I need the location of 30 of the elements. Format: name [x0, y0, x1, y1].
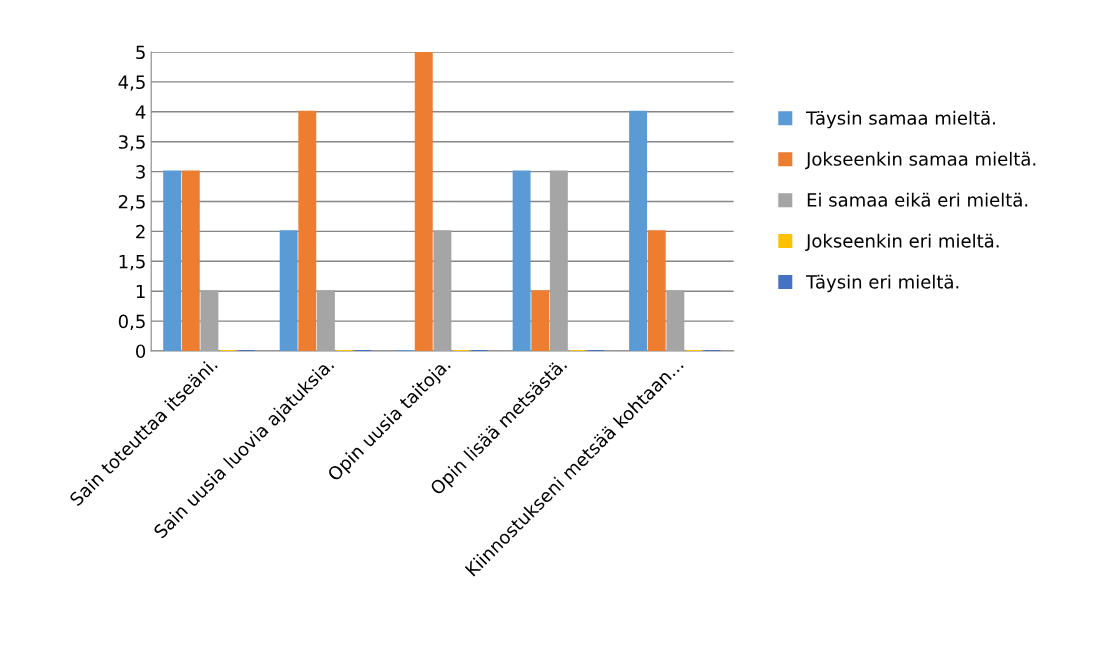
legend-label: Ei samaa eikä eri mieltä.: [807, 192, 1028, 207]
y-tick-label: 5: [136, 45, 145, 60]
bar: [531, 290, 550, 351]
bar: [629, 110, 648, 351]
y-tick-label: 1,5: [119, 255, 145, 271]
bar: [200, 290, 219, 351]
legend-label: Jokseenkin eri mieltä.: [805, 233, 999, 252]
y-tick-label: 0,5: [118, 314, 145, 331]
bar: [316, 290, 335, 351]
legend-label: Täysin eri mieltä.: [806, 274, 959, 293]
y-tick-label: 2: [136, 224, 145, 239]
bar: [549, 170, 568, 351]
legend-label: Jokseenkin samaa mieltä.: [805, 151, 1036, 170]
bar: [647, 230, 666, 351]
y-tick-label: 4: [135, 105, 146, 119]
legend-label: Täysin samaa mieltä.: [806, 110, 995, 129]
bar: [414, 52, 433, 351]
y-tick-label: 0: [136, 344, 146, 359]
bar: [163, 170, 182, 351]
bar: [279, 230, 298, 351]
y-tick-label: 3: [136, 165, 145, 179]
y-tick-label: 3,5: [119, 135, 145, 151]
bar: [181, 170, 200, 351]
y-tick-label: 1: [136, 284, 145, 299]
bar: [298, 110, 317, 351]
bar: [666, 290, 685, 351]
y-tick-label: 2,5: [118, 194, 145, 211]
y-tick-label: 4,5: [118, 75, 145, 91]
bar: [433, 230, 452, 351]
bar: [512, 170, 531, 351]
